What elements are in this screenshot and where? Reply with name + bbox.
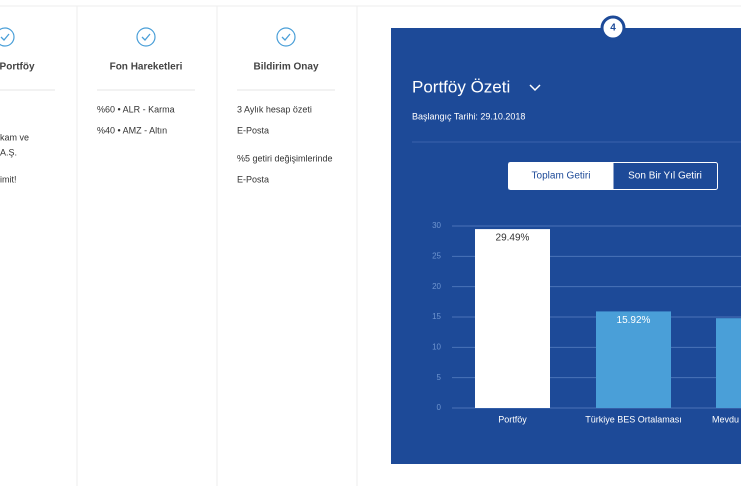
- panel-subtitle: Başlangıç Tarihi: 29.10.2018: [412, 111, 525, 121]
- step-title: Bildirim Onay: [253, 62, 318, 73]
- bar-value-label: 29.49%: [496, 233, 530, 244]
- bar: [475, 229, 550, 408]
- step-title: l Portföy: [0, 62, 35, 73]
- panel-title: Portföy Özeti: [412, 77, 510, 96]
- x-tick-label: Portföy: [498, 414, 527, 424]
- step-item: imit!: [0, 174, 17, 184]
- x-tick-label: Türkiye BES Ortalaması: [585, 414, 682, 424]
- step-check: [0, 27, 15, 47]
- step-item: %5 getiri değişimlerinde: [237, 153, 333, 163]
- bar: [716, 318, 741, 408]
- step-badge: [600, 15, 626, 41]
- y-tick-label: 5: [437, 373, 442, 382]
- step-number: 4: [610, 23, 616, 34]
- step-title: Fon Hareketleri: [110, 62, 183, 73]
- check-mark: [141, 33, 151, 41]
- step-check: [276, 27, 296, 47]
- y-tick-label: 0: [437, 403, 442, 412]
- step-item: A.Ş.: [0, 147, 17, 157]
- y-tick-label: 10: [432, 342, 441, 351]
- step-item: %60 • ALR - Karma: [97, 104, 175, 114]
- step-item: 3 Aylık hesap özeti: [237, 104, 312, 114]
- summary-panel: [391, 28, 741, 464]
- tab-active[interactable]: [508, 162, 614, 190]
- step-item: kam ve: [0, 132, 29, 142]
- bar-value-label: 15.92%: [617, 315, 651, 326]
- dropdown-chevron[interactable]: [529, 84, 541, 92]
- bar: [596, 311, 671, 408]
- check-mark: [0, 33, 10, 41]
- step-item: E-Posta: [237, 125, 269, 135]
- step-check: [136, 27, 156, 47]
- y-tick-label: 20: [432, 282, 441, 291]
- tab-label[interactable]: Son Bir Yıl Getiri: [628, 171, 702, 182]
- y-tick-label: 30: [432, 221, 441, 230]
- tab-label[interactable]: Toplam Getiri: [532, 171, 591, 182]
- x-tick-label: Mevdu: [712, 414, 739, 424]
- step-item: %40 • AMZ - Altın: [97, 125, 167, 135]
- step-item: E-Posta: [237, 174, 269, 184]
- y-tick-label: 15: [432, 312, 441, 321]
- y-tick-label: 25: [432, 251, 441, 260]
- check-mark: [281, 33, 291, 41]
